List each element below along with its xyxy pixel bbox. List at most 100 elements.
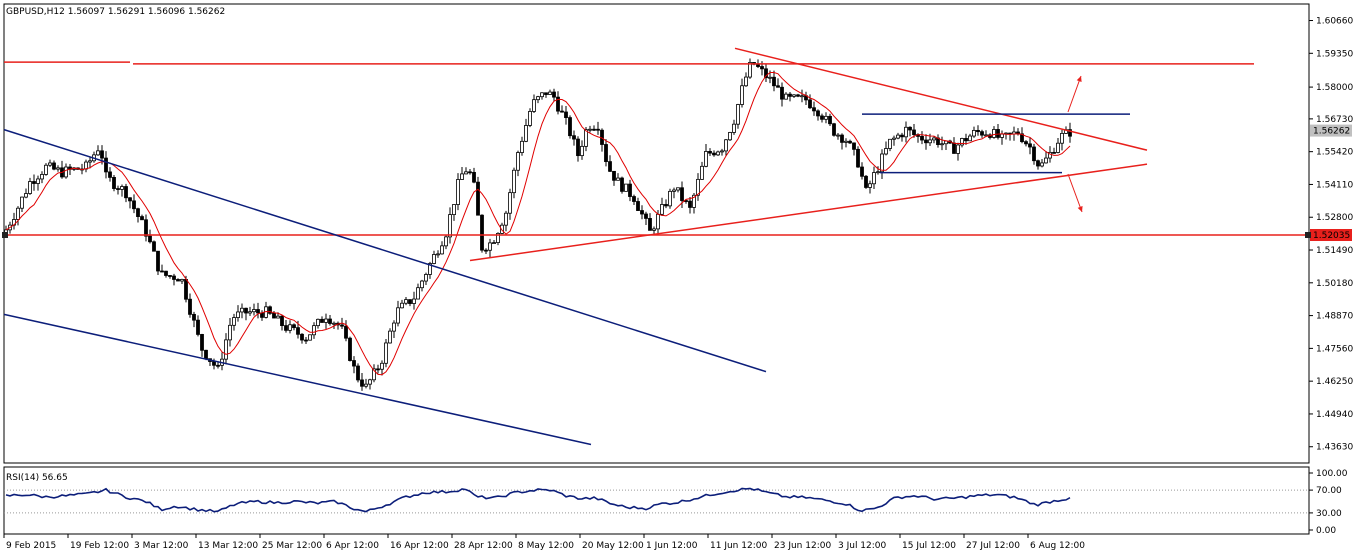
candle-body [144, 219, 148, 237]
candle-body [532, 99, 536, 112]
breakout-up-arrow [1067, 75, 1082, 113]
candle-body [448, 214, 452, 238]
candle-body [260, 312, 264, 318]
candle-body [656, 213, 660, 230]
candle-body [512, 169, 516, 194]
candle-body [360, 379, 364, 387]
candle-body [644, 213, 648, 219]
candle-body [212, 361, 216, 366]
candle-body [984, 134, 988, 137]
candle-body [528, 111, 532, 126]
candle-body [700, 165, 704, 180]
candle-body [168, 275, 172, 277]
candle-body [876, 171, 880, 174]
candle-body [552, 91, 556, 98]
candle-body [416, 287, 420, 300]
candle-body [164, 270, 168, 276]
x-tick-label: 13 Mar 12:00 [198, 541, 258, 551]
candle-body [776, 85, 780, 88]
candle-body [1036, 160, 1040, 167]
x-tick-label: 15 Jul 12:00 [902, 541, 956, 551]
candle-body [16, 207, 20, 220]
candle-body [344, 325, 348, 339]
candle-body [420, 280, 424, 289]
candle-body [816, 110, 820, 117]
candle-body [20, 196, 24, 209]
triangle-upper-line [734, 47, 1148, 151]
candle-body [568, 117, 572, 137]
candle-body [852, 142, 856, 150]
candle-body [832, 123, 836, 136]
candle-body [184, 279, 188, 300]
candle-body [196, 319, 200, 335]
candle-body [732, 123, 736, 133]
rsi-y-tick-label: 30.00 [1316, 509, 1342, 519]
candle-body [4, 229, 8, 233]
candle-body [232, 317, 236, 326]
candle-body [292, 324, 296, 329]
candle-body [472, 171, 476, 183]
x-tick-label: 3 Jul 12:00 [838, 541, 887, 551]
candle-body [48, 162, 52, 166]
rsi-title: RSI(14) 56.65 [6, 473, 68, 483]
candle-body [1032, 146, 1036, 162]
candle-body [688, 200, 692, 208]
candle-body [536, 96, 540, 101]
y-tick-label: 1.55420 [1316, 148, 1353, 158]
x-tick-label: 6 Apr 12:00 [326, 541, 379, 551]
candle-body [108, 171, 112, 178]
candle-body [992, 129, 996, 138]
candle-body [452, 204, 456, 215]
x-tick-label: 16 Apr 12:00 [390, 541, 449, 551]
candle-body [544, 92, 548, 95]
candle-body [540, 92, 544, 98]
candle-body [40, 174, 44, 180]
candle-body [892, 137, 896, 140]
candle-body [136, 208, 140, 217]
candle-body [468, 171, 472, 174]
candle-body [284, 325, 288, 331]
candle-body [720, 150, 724, 153]
candle-body [900, 134, 904, 138]
candle-body [896, 134, 900, 139]
candle-body [780, 86, 784, 100]
candle-body [572, 135, 576, 140]
candle-body [340, 324, 344, 327]
candle-body [384, 342, 388, 364]
candle-body [376, 368, 380, 371]
candle-body [680, 187, 684, 201]
candle-body [820, 115, 824, 120]
y-tick-label: 1.58000 [1316, 83, 1353, 93]
y-tick-label: 1.50180 [1316, 279, 1353, 289]
rsi-panel-frame [3, 466, 1310, 535]
candle-body [444, 236, 448, 247]
candle-body [920, 135, 924, 141]
candle-body [116, 188, 120, 190]
candle-body [668, 190, 672, 207]
candle-body [388, 330, 392, 344]
candle-body [140, 216, 144, 221]
triangle-lower-line [469, 163, 1148, 262]
candle-body [1048, 151, 1052, 159]
candle-body [188, 298, 192, 315]
moving-average-line [5, 72, 1071, 376]
candle-body [812, 107, 816, 112]
candle-body [508, 192, 512, 214]
candle-body [480, 214, 484, 251]
y-tick-label: 1.59350 [1316, 49, 1353, 59]
candle-body [828, 115, 832, 125]
candle-body [736, 104, 740, 125]
candle-body [792, 94, 796, 97]
y-tick-label: 1.60660 [1316, 17, 1353, 27]
candle-body [180, 279, 184, 282]
candle-body [328, 318, 332, 324]
candle-body [1000, 133, 1004, 138]
candle-body [96, 150, 100, 156]
candle-body [104, 157, 108, 173]
candle-body [408, 299, 412, 304]
candle-body [412, 298, 416, 304]
candle-body [612, 170, 616, 181]
candle-body [356, 365, 360, 381]
candle-body [28, 181, 32, 194]
